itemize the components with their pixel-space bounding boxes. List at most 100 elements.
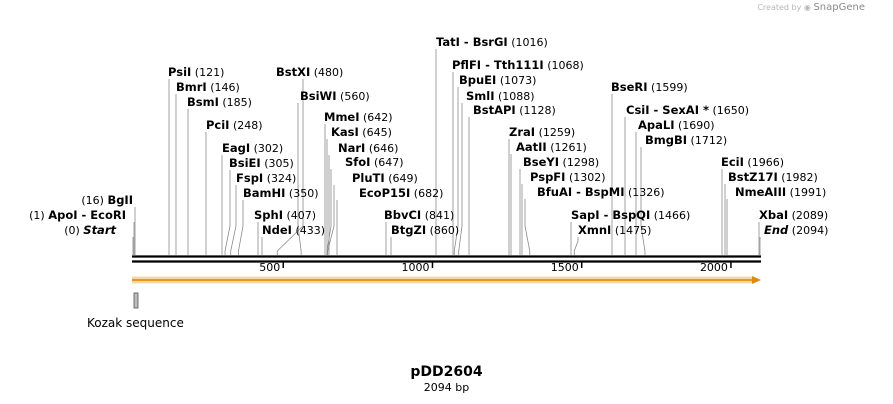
enzyme-name: BmgBI: [645, 133, 687, 147]
leader-bamhi: [238, 200, 244, 255]
ruler-tick-label: 1000: [401, 261, 429, 274]
site-label-ecop15i[interactable]: EcoP15I (682): [359, 186, 443, 200]
ruler: 500 1000 1500 2000: [259, 261, 732, 274]
credit-brand: SnapGene: [813, 2, 865, 13]
cut-position: (645): [362, 126, 392, 139]
site-label-bbvci[interactable]: BbvCI (841): [384, 208, 454, 222]
kozak-feature-box[interactable]: [133, 292, 139, 309]
leader-bfuai-bspmi: [524, 199, 531, 255]
site-label-pcii[interactable]: PciI (248): [206, 118, 263, 132]
site-label-nmeaiii[interactable]: NmeAIII (1991): [735, 185, 826, 199]
enzyme-name: BbvCI: [384, 208, 421, 222]
enzyme-name: BgII: [107, 193, 133, 207]
cut-position: (1475): [615, 224, 652, 237]
ruler-tick-label: 1500: [551, 261, 579, 274]
site-label-pluti[interactable]: PluTI (649): [352, 171, 418, 185]
enzyme-name: PciI: [206, 118, 229, 132]
cut-position: (642): [363, 111, 393, 124]
site-label-start[interactable]: (0) Start: [64, 223, 116, 237]
site-label-pspfi[interactable]: PspFI (1302): [530, 170, 606, 184]
cut-position: (1016): [511, 36, 548, 49]
cut-position: (1690): [678, 119, 715, 132]
site-label-mmei[interactable]: MmeI (642): [324, 110, 393, 124]
site-label-apali[interactable]: ApaLI (1690): [638, 118, 715, 132]
leader-fspi: [230, 185, 237, 255]
site-label-bsiei[interactable]: BsiEI (305): [229, 156, 294, 170]
enzyme-name: NarI: [338, 141, 365, 155]
site-label-sfoi[interactable]: SfoI (647): [345, 155, 404, 169]
cut-position: (1982): [781, 171, 818, 184]
cut-position: (647): [374, 156, 404, 169]
site-label-csii-sexai[interactable]: CsiI - SexAI * (1650): [626, 103, 749, 117]
cut-position: (1302): [569, 171, 606, 184]
site-label-eagi[interactable]: EagI (302): [222, 141, 283, 155]
ruler-tick-label: 500: [259, 261, 280, 274]
ruler-tick-label: 2000: [700, 261, 728, 274]
cut-position: (1599): [651, 81, 688, 94]
cut-position: (0): [64, 224, 83, 237]
site-label-bstxi[interactable]: BstXI (480): [276, 65, 343, 79]
site-label-pflfi-tth111i[interactable]: PflFI - Tth111I (1068): [452, 58, 584, 72]
cut-position: (1966): [747, 156, 784, 169]
site-label-tati-bsrgi[interactable]: TatI - BsrGI (1016): [436, 35, 548, 49]
site-label-bstz17i[interactable]: BstZ17I (1982): [728, 170, 818, 184]
site-label-bpuei[interactable]: BpuEI (1073): [459, 73, 536, 87]
site-leaders: [132, 49, 761, 255]
site-label-kasi[interactable]: KasI (645): [331, 125, 392, 139]
plasmid-name: pDD2604: [410, 364, 483, 380]
cut-position: (350): [289, 187, 319, 200]
site-label-xbai[interactable]: XbaI (2089): [759, 208, 828, 222]
cut-position: (146): [210, 81, 240, 94]
enzyme-name: XmnI: [578, 223, 611, 237]
site-label-bstapi[interactable]: BstAPI (1128): [473, 103, 556, 117]
orf-arrow[interactable]: [132, 276, 761, 284]
enzyme-name: EciI: [721, 155, 744, 169]
cut-position: (185): [222, 96, 252, 109]
enzyme-name: ZraI: [509, 125, 535, 139]
site-label-smli[interactable]: SmlI (1088): [466, 89, 535, 103]
enzyme-name: BfuAI: [537, 185, 572, 199]
site-label-xmni[interactable]: XmnI (1475): [578, 223, 651, 237]
leader-pluti: [327, 185, 335, 255]
orf-arrowhead-icon: [752, 276, 761, 284]
site-label-bseri[interactable]: BseRI (1599): [611, 80, 688, 94]
site-label-bfuai-bspmi[interactable]: BfuAI - BspMI (1326): [537, 185, 665, 199]
enzyme-name: BsrGI: [473, 35, 508, 49]
enzyme-name: Tth111I: [494, 58, 544, 72]
site-label-bsiwi[interactable]: BsiWI (560): [300, 89, 370, 103]
cut-position: (2094): [792, 224, 829, 237]
enzyme-name: BsmI: [187, 95, 219, 109]
site-label-apoi-ecori[interactable]: (1) ApoI - EcoRI: [29, 208, 126, 222]
cut-position: (1466): [654, 209, 691, 222]
enzyme-name: PsiI: [168, 65, 191, 79]
site-label-sapi-bspqi[interactable]: SapI - BspQI (1466): [571, 208, 690, 222]
enzyme-name: PluTI: [352, 171, 385, 185]
enzyme-name: BamHI: [243, 186, 285, 200]
cut-position: (1712): [691, 134, 728, 147]
enzyme-name: EagI: [222, 141, 250, 155]
enzyme-name: FspI: [236, 171, 263, 185]
leader-bmgbi: [640, 147, 646, 255]
cut-position: (649): [388, 172, 418, 185]
site-label-ecii[interactable]: EciI (1966): [721, 155, 784, 169]
enzyme-name: CsiI: [626, 103, 650, 117]
site-label-btgzi[interactable]: BtgZI (860): [391, 223, 459, 237]
site-label-bsmi[interactable]: BsmI (185): [187, 95, 252, 109]
site-label-end[interactable]: End (2094): [764, 223, 828, 237]
site-label-ndei[interactable]: NdeI (433): [262, 223, 325, 237]
site-label-bgii[interactable]: (16) BgII: [81, 193, 133, 207]
site-label-nari[interactable]: NarI (646): [338, 141, 398, 155]
site-label-bmri[interactable]: BmrI (146): [176, 80, 240, 94]
cut-position: (407): [286, 209, 316, 222]
site-label-fspi[interactable]: FspI (324): [236, 171, 296, 185]
site-label-bmgbi[interactable]: BmgBI (1712): [645, 133, 727, 147]
enzyme-name: BsiWI: [300, 89, 337, 103]
enzyme-name: EcoRI: [90, 208, 126, 222]
site-label-psii[interactable]: PsiI (121): [168, 65, 224, 79]
cut-position: (2089): [792, 209, 829, 222]
site-label-zrai[interactable]: ZraI (1259): [509, 125, 575, 139]
site-label-aatii[interactable]: AatII (1261): [516, 140, 587, 154]
site-label-bamhi[interactable]: BamHI (350): [243, 186, 319, 200]
site-label-sphi[interactable]: SphI (407): [254, 208, 316, 222]
site-label-bseyi[interactable]: BseYI (1298): [523, 155, 599, 169]
